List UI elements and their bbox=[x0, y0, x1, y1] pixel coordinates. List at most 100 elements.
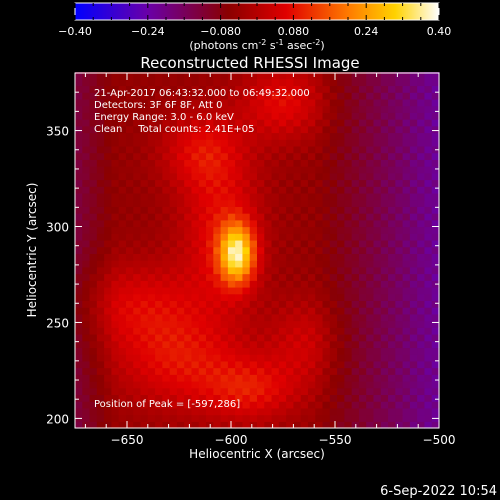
heatmap-cell bbox=[358, 374, 367, 382]
heatmap-cell bbox=[257, 333, 265, 342]
heatmap-cell bbox=[169, 233, 178, 241]
heatmap-cell bbox=[417, 380, 426, 389]
heatmap-cell bbox=[155, 320, 163, 328]
heatmap-cell bbox=[118, 407, 127, 416]
heatmap-cell bbox=[286, 347, 294, 355]
heatmap-cell bbox=[278, 145, 287, 154]
heatmap-cell bbox=[366, 98, 375, 107]
heatmap-cell bbox=[337, 286, 345, 295]
colorbar-tick-label: −0.40 bbox=[58, 25, 92, 38]
heatmap-cell bbox=[351, 219, 360, 228]
heatmap-cell bbox=[351, 78, 360, 87]
heatmap-cell bbox=[191, 347, 200, 355]
heatmap-cell bbox=[257, 132, 265, 140]
heatmap-cell bbox=[271, 145, 280, 154]
heatmap-cell bbox=[409, 347, 418, 355]
heatmap-cell bbox=[271, 159, 280, 167]
heatmap-cell bbox=[111, 266, 120, 275]
heatmap-cell bbox=[329, 159, 338, 167]
heatmap-cell bbox=[111, 159, 120, 167]
heatmap-cell bbox=[424, 394, 433, 402]
heatmap-cell bbox=[162, 98, 171, 107]
heatmap-cell bbox=[271, 119, 280, 127]
heatmap-cell bbox=[409, 78, 418, 87]
heatmap-cell bbox=[271, 280, 280, 288]
heatmap-cell bbox=[140, 360, 149, 369]
heatmap-cell bbox=[307, 199, 316, 207]
heatmap-cell bbox=[307, 132, 316, 140]
heatmap-cell bbox=[227, 166, 236, 174]
heatmap-cell bbox=[125, 407, 134, 416]
heatmap-cell bbox=[322, 139, 331, 147]
heatmap-cell bbox=[235, 78, 244, 87]
heatmap-cell bbox=[264, 387, 273, 396]
heatmap-cell bbox=[409, 340, 418, 349]
heatmap-cell bbox=[198, 407, 207, 416]
heatmap-cell bbox=[118, 273, 127, 281]
heatmap-cell bbox=[206, 98, 214, 107]
heatmap-cell bbox=[358, 280, 367, 288]
heatmap-cell bbox=[89, 293, 98, 301]
heatmap-cell bbox=[307, 85, 316, 93]
heatmap-cell bbox=[322, 85, 331, 93]
heatmap-cell bbox=[307, 313, 316, 322]
heatmap-cell bbox=[395, 159, 404, 167]
heatmap-cell bbox=[293, 407, 302, 416]
heatmap-cell bbox=[257, 340, 265, 349]
heatmap-cell bbox=[111, 139, 120, 147]
heatmap-cell bbox=[278, 213, 287, 221]
heatmap-cell bbox=[140, 119, 149, 127]
heatmap-cell bbox=[337, 179, 345, 187]
heatmap-cell bbox=[329, 340, 338, 349]
heatmap-cell bbox=[307, 105, 316, 113]
heatmap-cell bbox=[373, 172, 382, 181]
heatmap-cell bbox=[315, 159, 324, 167]
heatmap-cell bbox=[213, 394, 222, 402]
heatmap-cell bbox=[409, 172, 418, 181]
heatmap-cell bbox=[198, 293, 207, 301]
heatmap-cell bbox=[169, 354, 178, 362]
heatmap-cell bbox=[133, 132, 142, 140]
heatmap-cell bbox=[278, 273, 287, 281]
heatmap-cell bbox=[220, 179, 229, 187]
heatmap-cell bbox=[388, 286, 396, 295]
heatmap-cell bbox=[417, 92, 426, 100]
heatmap-cell bbox=[388, 414, 396, 422]
heatmap-cell bbox=[206, 333, 214, 342]
heatmap-cell bbox=[82, 327, 91, 335]
heatmap-cell bbox=[388, 401, 396, 409]
heatmap-cell bbox=[111, 226, 120, 234]
heatmap-cell bbox=[380, 307, 389, 315]
heatmap-cell bbox=[388, 219, 396, 228]
heatmap-cell bbox=[322, 407, 331, 416]
heatmap-cell bbox=[322, 340, 331, 349]
heatmap-cell bbox=[89, 233, 98, 241]
heatmap-cell bbox=[257, 367, 265, 375]
heatmap-cell bbox=[351, 260, 360, 268]
heatmap-cell bbox=[118, 186, 127, 194]
heatmap-cell bbox=[89, 213, 98, 221]
heatmap-cell bbox=[184, 260, 193, 268]
heatmap-cell bbox=[147, 313, 156, 322]
heatmap-cell bbox=[293, 360, 302, 369]
heatmap-cell bbox=[329, 186, 338, 194]
heatmap-cell bbox=[431, 186, 440, 194]
heatmap-cell bbox=[96, 253, 105, 261]
heatmap-cell bbox=[213, 246, 222, 254]
heatmap-cell bbox=[307, 273, 316, 281]
heatmap-cell bbox=[191, 85, 200, 93]
heatmap-cell bbox=[89, 354, 98, 362]
heatmap-cell bbox=[242, 367, 251, 375]
heatmap-cell bbox=[366, 273, 375, 281]
heatmap-cell bbox=[373, 132, 382, 140]
heatmap-cell bbox=[293, 260, 302, 268]
heatmap-cell bbox=[184, 186, 193, 194]
heatmap-cell bbox=[162, 401, 171, 409]
heatmap-cell bbox=[82, 213, 91, 221]
heatmap-cell bbox=[300, 307, 309, 315]
heatmap-cell bbox=[395, 360, 404, 369]
heatmap-cell bbox=[198, 380, 207, 389]
heatmap-cell bbox=[125, 233, 134, 241]
heatmap-cell bbox=[395, 125, 404, 134]
heatmap-cell bbox=[184, 313, 193, 322]
